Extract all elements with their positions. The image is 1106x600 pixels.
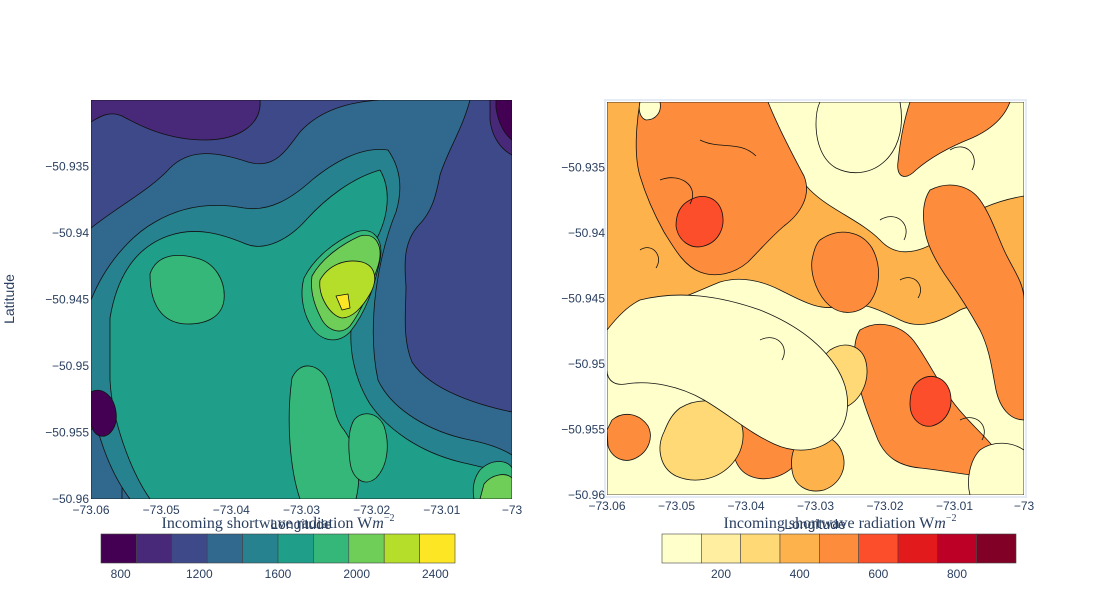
colorbar-swatch [171, 533, 208, 564]
right-x-tick-label: −73 [1014, 499, 1035, 513]
right-x-tick-label: −73.03 [797, 499, 834, 513]
colorbar-swatch [819, 533, 859, 564]
colorbar-tick-label: 1600 [265, 567, 292, 581]
right-contour-band [922, 184, 1024, 421]
right-contour-band [815, 102, 902, 174]
right-contour-band [638, 102, 661, 121]
colorbar-swatch [937, 533, 977, 564]
right-contour-band [897, 102, 1011, 177]
colorbar-tick-label: 1200 [186, 567, 213, 581]
right-y-tick-label: −50.94 [568, 226, 605, 240]
right-x-tick-label: −73.06 [588, 499, 625, 513]
left-contour-band [479, 474, 512, 499]
colorbar-swatch [383, 533, 420, 564]
colorbar-swatch [100, 533, 137, 564]
left-colorbar: 800 1200 1600 2000 2400 [100, 533, 456, 581]
right-contour-line [639, 139, 985, 441]
right-contour-band [968, 442, 1024, 495]
left-contour-band [335, 293, 351, 311]
left-x-tick-label: −73 [502, 503, 523, 517]
right-x-axis-title: Longitude [784, 516, 846, 532]
right-contour-band [675, 196, 724, 248]
right-y-tick-label: −50.95 [568, 357, 605, 371]
left-colorbar-title: Incoming shortwave radiation Wm−2 [162, 513, 395, 532]
axes-layer: −73.06 −73.05 −73.04 −73.03 −73.02 −73.01 −73 −… [45, 160, 1034, 518]
right-colorbar: 200 400 600 800 [661, 533, 1017, 581]
colorbar-swatch [858, 533, 899, 564]
left-x-tick-label: −73.01 [423, 503, 460, 517]
left-y-tick-label: −50.96 [52, 492, 89, 506]
left-contour-band [319, 260, 376, 319]
left-x-tick-label: −73.05 [143, 503, 180, 517]
colorbar-swatch [348, 533, 385, 564]
right-x-tick-label: −73.01 [936, 499, 973, 513]
colorbar-tick-label: 200 [711, 567, 731, 581]
colorbar-tick-label: 600 [868, 567, 888, 581]
right-plot-frame [604, 99, 1027, 498]
colorbar-swatch [313, 533, 350, 564]
left-contour-band [91, 100, 261, 141]
left-y-tick-label: −50.945 [45, 293, 89, 307]
colorbar-swatch [242, 533, 279, 564]
left-y-tick-label: −50.935 [45, 160, 89, 174]
y-axis-title: Latitude [1, 274, 17, 324]
right-x-tick-label: −73.04 [727, 499, 764, 513]
left-x-tick-label: −73.04 [213, 503, 250, 517]
left-contour-band [91, 389, 117, 437]
right-y-tick-label: −50.96 [568, 488, 605, 502]
right-colorbar-title: Incoming shortwave radiation Wm−2 [724, 513, 957, 532]
colorbar-swatch [136, 533, 173, 564]
right-contour-band [607, 294, 848, 451]
colorbar-swatch [206, 533, 243, 564]
colorbar-swatch [740, 533, 781, 564]
left-x-axis-title: Longitude [270, 516, 332, 532]
colorbar-swatch [701, 533, 741, 564]
left-x-tick-label: −73.06 [72, 503, 109, 517]
right-y-tick-label: −50.935 [561, 161, 605, 175]
left-x-tick-label: −73.02 [353, 503, 390, 517]
right-contour-band [909, 376, 952, 427]
colorbar-swatch [897, 533, 938, 564]
left-contour-band [348, 413, 388, 483]
left-x-tick-label: −73.03 [283, 503, 320, 517]
colorbar-swatch [277, 533, 314, 564]
left-y-tick-label: −50.95 [52, 359, 89, 373]
left-y-tick-label: −50.94 [52, 226, 89, 240]
right-contour-band [607, 413, 651, 461]
colorbar-tick-label: 400 [790, 567, 810, 581]
right-y-tick-label: −50.945 [561, 292, 605, 306]
colorbar-tick-label: 800 [111, 567, 131, 581]
colorbar-tick-label: 800 [947, 567, 967, 581]
right-contour-plot [607, 102, 1024, 495]
right-x-tick-label: −73.02 [866, 499, 903, 513]
right-y-tick-label: −50.955 [561, 423, 605, 437]
colorbar-swatch [976, 533, 1017, 564]
left-contour-band [149, 255, 225, 325]
colorbar-swatch [419, 533, 456, 564]
colorbar-swatch [779, 533, 820, 564]
colorbar-swatch [661, 533, 702, 564]
left-contour-plot [91, 100, 512, 499]
colorbar-tick-label: 2400 [422, 567, 449, 581]
left-y-tick-label: −50.955 [45, 426, 89, 440]
colorbar-tick-label: 2000 [343, 567, 370, 581]
right-x-tick-label: −73.05 [658, 499, 695, 513]
right-contour-band [811, 231, 879, 313]
left-contour-band [495, 100, 512, 141]
